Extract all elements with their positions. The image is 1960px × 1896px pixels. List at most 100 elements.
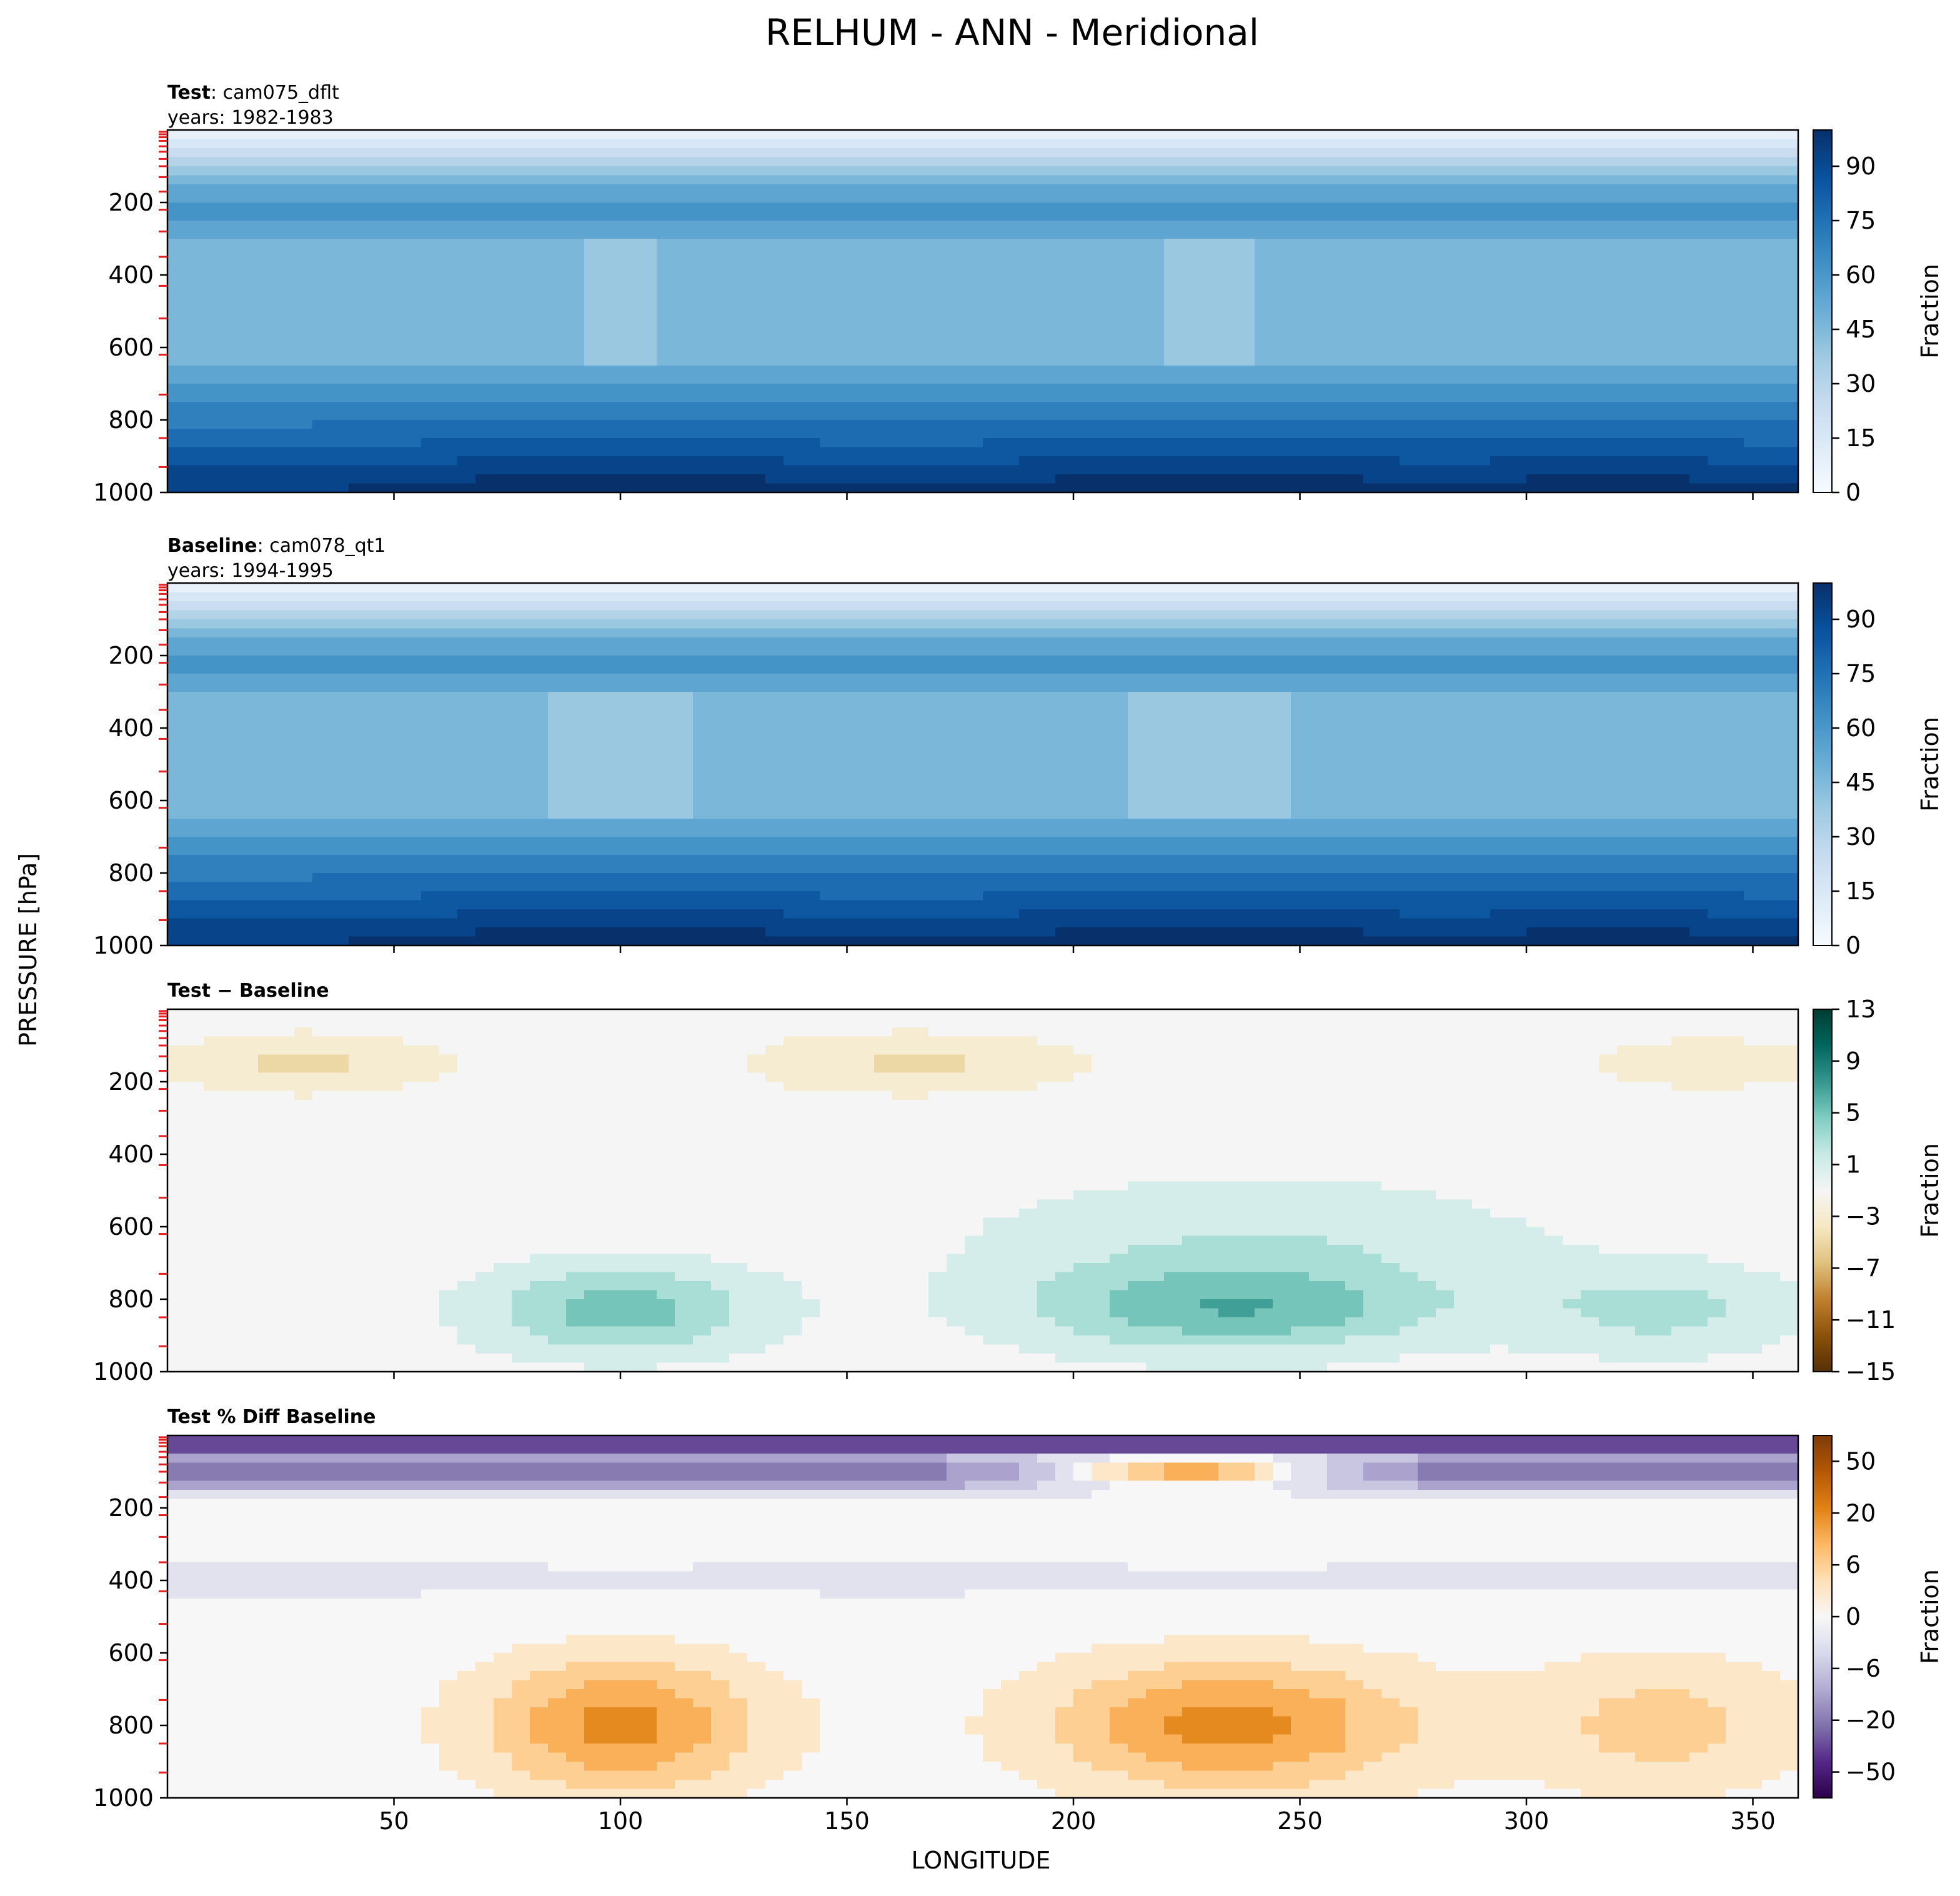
contour-cell <box>1653 157 1672 167</box>
contour-cell <box>602 139 621 149</box>
contour-cell <box>1092 302 1110 312</box>
contour-cell <box>1381 674 1400 684</box>
contour-cell <box>838 583 857 593</box>
contour-cell <box>675 628 694 638</box>
contour-cell <box>439 175 458 185</box>
contour-cell <box>711 130 730 140</box>
contour-cell <box>675 682 694 692</box>
contour-cell <box>294 302 313 312</box>
contour-cell <box>1345 302 1364 312</box>
contour-cell <box>874 447 893 457</box>
contour-cell <box>1363 202 1382 212</box>
contour-cell <box>675 429 694 439</box>
contour-cell <box>820 211 838 221</box>
contour-cell <box>1182 619 1201 629</box>
contour-cell <box>947 193 965 203</box>
contour-cell <box>1689 211 1708 221</box>
contour-cell <box>1671 202 1690 212</box>
contour-cell <box>910 338 929 348</box>
contour-cell <box>983 637 1002 647</box>
contour-cell <box>276 701 295 711</box>
contour-cell <box>784 275 802 285</box>
contour-cell <box>1200 148 1219 158</box>
contour-cell <box>439 664 458 674</box>
contour-cell <box>1780 130 1798 140</box>
contour-cell <box>802 392 820 402</box>
contour-cell <box>838 247 857 257</box>
contour-cell <box>1255 347 1273 357</box>
contour-cell <box>928 637 947 647</box>
contour-cell <box>1418 193 1436 203</box>
contour-cell <box>1744 239 1763 249</box>
contour-cell <box>1128 175 1147 185</box>
contour-cell <box>186 692 204 702</box>
contour-cell <box>1381 211 1400 221</box>
contour-cell <box>1617 411 1636 421</box>
contour-cell <box>892 239 911 249</box>
contour-cell <box>1671 284 1690 294</box>
y-tick-label: 600 <box>108 334 154 361</box>
contour-cell <box>1689 184 1708 194</box>
contour-cell <box>1128 474 1147 484</box>
contour-cell <box>240 682 259 692</box>
contour-cell <box>1635 682 1654 692</box>
contour-cell <box>1726 257 1744 267</box>
contour-cell <box>1545 474 1563 484</box>
contour-cell <box>620 701 639 711</box>
contour-cell <box>1526 628 1545 638</box>
contour-cell <box>1726 374 1744 384</box>
contour-cell <box>258 384 277 394</box>
contour-cell <box>1635 193 1654 203</box>
contour-cell <box>747 139 766 149</box>
contour-cell <box>1508 266 1527 276</box>
contour-cell <box>1780 429 1798 439</box>
contour-cell <box>620 583 639 593</box>
contour-cell <box>1490 229 1509 239</box>
contour-cell <box>928 465 947 475</box>
contour-cell <box>1454 202 1473 212</box>
contour-cell <box>1255 710 1273 720</box>
contour-cell <box>693 329 712 339</box>
contour-cell <box>167 293 186 303</box>
contour-cell <box>1019 583 1038 593</box>
contour-cell <box>983 239 1002 249</box>
contour-cell <box>1236 392 1255 402</box>
contour-cell <box>1273 275 1291 285</box>
contour-cell <box>1200 420 1219 430</box>
contour-cell <box>765 420 784 430</box>
contour-cell <box>186 474 204 484</box>
contour-cell <box>1327 701 1346 711</box>
contour-cell <box>820 320 838 330</box>
contour-cell <box>1218 247 1237 257</box>
contour-cell <box>1291 211 1310 221</box>
contour-cell <box>548 682 567 692</box>
contour-cell <box>1508 356 1527 366</box>
contour-cell <box>1526 456 1545 466</box>
contour-cell <box>1164 447 1183 457</box>
contour-cell <box>439 275 458 285</box>
contour-cell <box>584 429 603 439</box>
contour-cell <box>331 229 349 239</box>
contour-cell <box>1653 701 1672 711</box>
contour-cell <box>294 710 313 720</box>
contour-cell <box>222 211 241 221</box>
contour-cell <box>548 392 567 402</box>
contour-cell <box>747 656 766 666</box>
contour-cell <box>331 366 349 376</box>
contour-cell <box>566 674 585 684</box>
contour-cell <box>747 692 766 702</box>
contour-cell <box>1345 583 1364 593</box>
contour-cell <box>928 438 947 448</box>
contour-cell <box>240 130 259 140</box>
contour-cell <box>312 583 331 593</box>
contour-cell <box>385 329 404 339</box>
contour-cell <box>1001 293 1020 303</box>
contour-cell <box>1146 130 1165 140</box>
contour-cell <box>186 275 204 285</box>
contour-cell <box>1454 239 1473 249</box>
contour-cell <box>421 637 440 647</box>
contour-cell <box>1744 583 1763 593</box>
contour-cell <box>820 692 838 702</box>
contour-cell <box>1563 583 1581 593</box>
contour-cell <box>1255 483 1273 492</box>
